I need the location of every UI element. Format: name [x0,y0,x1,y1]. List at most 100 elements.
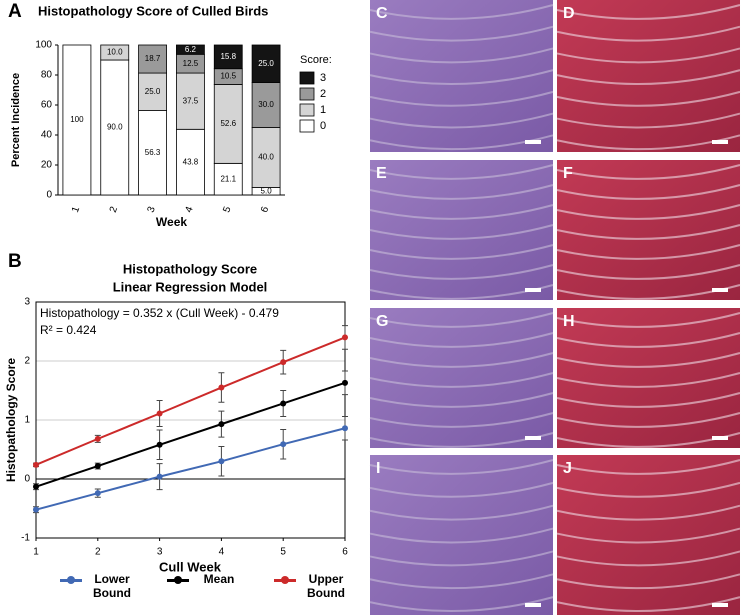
data-label: 25.0 [145,87,161,96]
tissue-texture [369,392,554,408]
tissue-texture [369,504,554,521]
tissue-texture [369,459,554,475]
data-label: 12.5 [183,59,199,68]
tissue-texture [556,25,741,42]
tissue-texture [556,392,741,408]
tissue-texture [556,596,741,613]
tissue-texture [556,164,741,180]
tissue-texture [369,184,554,200]
tissue-texture [369,204,554,220]
y-tick-label: 1 [24,415,30,426]
y-tick-label: 60 [41,100,53,111]
x-tick-label: 4 [219,547,225,558]
data-label: 90.0 [107,123,123,132]
data-label: 52.6 [220,119,236,128]
panel-label: J [563,460,572,477]
annotation: R² = 0.424 [40,323,97,337]
tissue-texture [369,224,554,240]
point [156,473,163,480]
point [33,483,39,490]
data-label: 25.0 [258,59,274,68]
legend-swatch [167,576,189,584]
legend-item: Lower Bound [60,572,137,600]
y-tick-label: 80 [41,70,53,81]
point [33,506,39,513]
legend-label: Upper Bound [307,572,345,600]
y-axis-label: Histopathology Score [4,358,18,482]
panel-label: F [563,165,573,182]
panel-label: G [376,313,388,330]
series-line [35,427,346,511]
chart-title: Histopathology Score [123,261,257,276]
tissue-texture [556,372,741,388]
legend-label: 1 [320,104,326,116]
tissue-texture [556,459,741,475]
y-tick-label: 2 [24,356,30,367]
data-label: 37.5 [183,96,199,105]
scale-bar [712,603,728,607]
legend-swatch [274,576,296,584]
point [280,400,287,407]
tissue-texture [556,573,741,590]
x-tick-label: 1 [33,547,39,558]
data-label: 18.7 [145,54,161,63]
y-tick-label: 0 [46,190,52,201]
data-label: 40.0 [258,153,274,162]
point [218,458,225,465]
bar-segment [251,44,281,83]
tissue-texture [369,264,554,280]
data-label: 5.0 [261,186,273,195]
tissue-texture [556,244,741,260]
point [342,425,348,432]
data-label: 30.0 [258,100,274,109]
point [33,461,39,468]
point [342,334,348,341]
tissue-texture [556,224,741,240]
x-tick-label: 1 [70,205,82,214]
y-axis-label: Percent Incidence [10,73,22,167]
tissue-texture [369,412,554,428]
point [342,379,348,386]
data-label: 21.1 [220,174,236,183]
legend-swatch [299,87,315,101]
panel-label: I [376,460,380,477]
bar-segment [213,84,243,164]
tissue-texture [556,47,741,64]
legend-label: 0 [320,120,326,132]
annotation: Histopathology = 0.352 x (Cull Week) - 0… [40,306,279,320]
point [218,384,225,391]
bar-segment [100,59,130,196]
tissue-texture [369,47,554,64]
tissue-texture [556,527,741,544]
micrograph [370,308,553,448]
data-label: 10.0 [107,48,123,57]
panel-label: D [563,5,575,22]
tissue-texture [369,112,554,129]
micrograph [557,308,740,448]
x-tick-label: 3 [146,205,158,214]
tissue-texture [369,69,554,86]
tissue-texture [556,312,741,328]
tissue-texture [369,550,554,567]
tissue-texture [369,372,554,388]
series-line [35,381,346,488]
scale-bar [525,140,541,144]
point [156,410,163,417]
data-label: 43.8 [183,157,199,166]
y-tick-label: 100 [35,40,52,51]
series-line [35,336,346,466]
tissue-texture [369,25,554,42]
tissue-texture [556,481,741,498]
point [94,490,101,497]
x-tick-label: 3 [157,547,163,558]
bar-segment [176,72,205,130]
x-tick-label: 2 [95,547,101,558]
scale-bar [712,140,728,144]
legend-label: 2 [320,88,326,100]
x-tick-label: 6 [259,205,271,214]
y-tick-label: -1 [21,533,30,544]
x-tick-label: 6 [342,547,348,558]
legend-swatch [60,576,82,584]
legend-label: 3 [320,72,326,84]
